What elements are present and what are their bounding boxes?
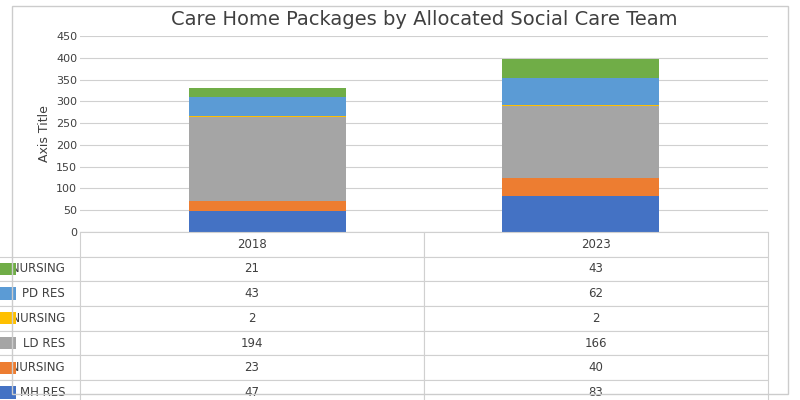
Bar xyxy=(0,288,15,300)
Bar xyxy=(502,105,658,106)
Y-axis label: Axis Title: Axis Title xyxy=(38,106,50,162)
Bar xyxy=(0,337,15,349)
Bar xyxy=(0,312,15,324)
Bar xyxy=(0,263,15,275)
Bar xyxy=(190,97,346,116)
Bar xyxy=(502,78,658,105)
Bar xyxy=(190,201,346,211)
Bar xyxy=(502,196,658,232)
Bar xyxy=(190,116,346,117)
Bar xyxy=(0,362,15,374)
Bar xyxy=(190,211,346,232)
Bar xyxy=(502,60,658,78)
Bar xyxy=(190,88,346,97)
Title: Care Home Packages by Allocated Social Care Team: Care Home Packages by Allocated Social C… xyxy=(170,10,678,29)
Bar xyxy=(502,106,658,178)
Bar xyxy=(0,386,15,399)
Bar xyxy=(190,117,346,201)
Bar xyxy=(502,178,658,196)
